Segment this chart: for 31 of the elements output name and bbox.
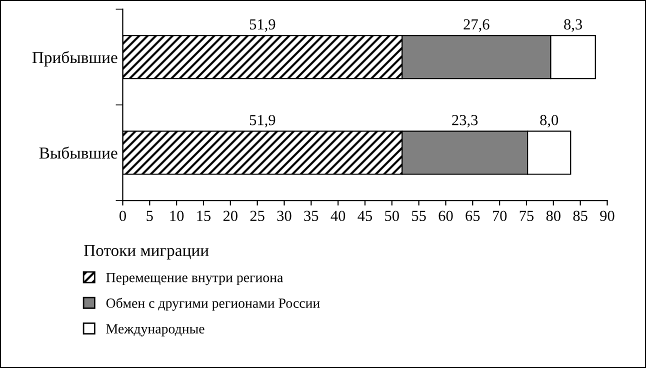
data-label: 27,6	[464, 19, 490, 32]
x-tick-label: 65	[466, 210, 480, 222]
legend-label: Обмен с другими регионами России	[106, 298, 320, 311]
x-tick-label: 80	[546, 210, 560, 222]
x-tick-label: 85	[573, 210, 588, 222]
x-tick-label: 40	[330, 210, 346, 222]
x-tick-label: 25	[250, 210, 264, 222]
x-tick-label: 45	[358, 210, 372, 222]
data-label: 51,9	[250, 19, 276, 32]
y-tick-label: Прибывшие	[32, 51, 118, 67]
legend-title: Потоки миграции	[84, 244, 209, 260]
x-tick-label: 20	[223, 210, 238, 222]
x-tick-label: 35	[304, 210, 318, 222]
data-label: 51,9	[250, 114, 276, 128]
x-tick-label: 55	[412, 210, 426, 222]
x-tick-label: 50	[385, 210, 399, 222]
x-tick-label: 75	[520, 210, 534, 222]
x-tick-label: 10	[170, 210, 184, 222]
y-tick-label: Выбывшие	[39, 146, 118, 159]
x-tick-label: 5	[146, 210, 153, 222]
legend-label: Международные	[106, 324, 204, 336]
data-label: 23,3	[452, 114, 478, 128]
legend-label: Перемещение внутри региона	[106, 273, 284, 286]
x-tick-label: 70	[492, 210, 507, 222]
x-tick-label: 15	[197, 210, 211, 222]
data-label: 8,0	[540, 114, 558, 128]
x-tick-label: 90	[600, 210, 614, 222]
x-tick-label: 30	[277, 210, 292, 222]
x-tick-label: 60	[438, 210, 453, 222]
x-tick-label: 0	[120, 210, 126, 222]
data-label: 8,3	[564, 19, 582, 32]
